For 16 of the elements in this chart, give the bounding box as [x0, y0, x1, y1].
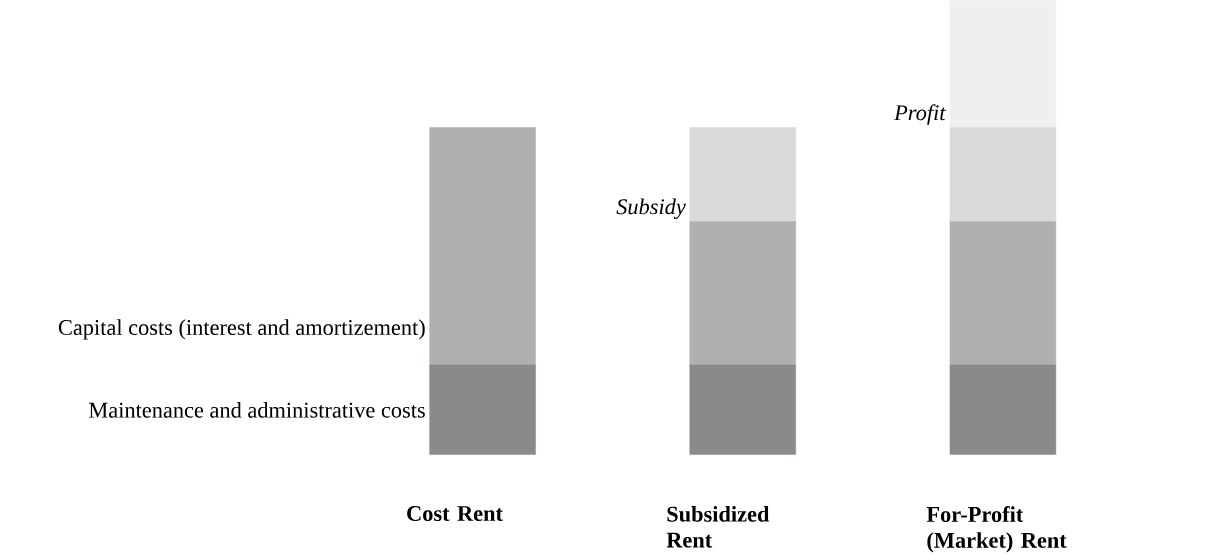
bar [689, 364, 796, 455]
series-label: Profit [894, 104, 946, 125]
bar [429, 364, 536, 455]
bar [949, 364, 1057, 455]
bar [689, 127, 796, 222]
series-label: Subsidy [616, 198, 686, 219]
series-label: Capital costs (interest and amortizement) [58, 319, 425, 340]
x-tick-label: Cost Rent [407, 506, 503, 522]
bar [689, 221, 796, 366]
bar [949, 127, 1057, 222]
bar [429, 127, 536, 366]
series-label: Maintenance and administrative costs [89, 402, 425, 418]
x-tick-label: For-Profit (Market) Rent [926, 506, 1067, 553]
x-tick-label: Subsidized Rent [666, 506, 770, 548]
bar [949, 221, 1057, 366]
bar [949, 0, 1057, 128]
